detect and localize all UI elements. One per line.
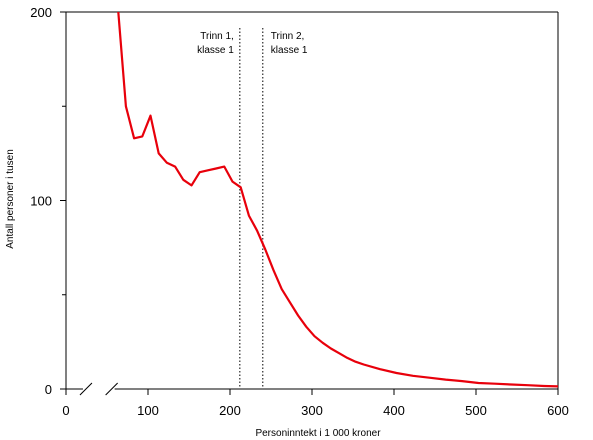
x-tick-label: 0	[62, 403, 69, 418]
threshold-label: klasse 1	[197, 45, 234, 56]
x-tick-label: 100	[137, 403, 159, 418]
x-tick-label: 200	[219, 403, 241, 418]
axis-break-mark	[79, 382, 93, 396]
y-tick-label: 0	[45, 382, 52, 397]
axis-break-mark	[105, 382, 118, 396]
y-tick-label: 100	[30, 194, 52, 209]
axes: 0 100 200 300 400 500 600 0 100 200	[30, 5, 569, 418]
series-layer	[117, 12, 558, 388]
y-tick-label: 200	[30, 5, 52, 20]
series-line	[117, 12, 558, 388]
y-axis-title: Antall personer i tusen	[5, 149, 16, 249]
threshold-label: Trinn 1,	[200, 31, 234, 42]
x-tick-label: 500	[465, 403, 487, 418]
annotations: Trinn 1, klasse 1 Trinn 2, klasse 1	[197, 28, 308, 389]
threshold-label: klasse 1	[271, 45, 308, 56]
x-tick-label: 300	[301, 403, 323, 418]
x-tick-label: 400	[383, 403, 405, 418]
x-axis-title: Personinntekt i 1 000 kroner	[255, 428, 381, 439]
threshold-label: Trinn 2,	[271, 31, 305, 42]
x-tick-label: 600	[547, 403, 569, 418]
